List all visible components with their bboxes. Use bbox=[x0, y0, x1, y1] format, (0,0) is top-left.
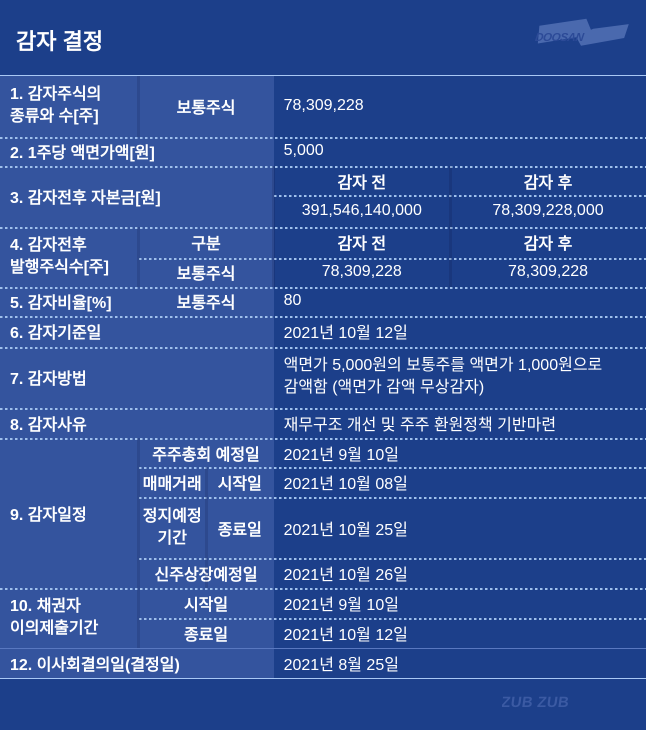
svg-text:ZUB ZUB: ZUB ZUB bbox=[502, 694, 570, 711]
svg-text:DOOSAN: DOOSAN bbox=[534, 31, 585, 44]
